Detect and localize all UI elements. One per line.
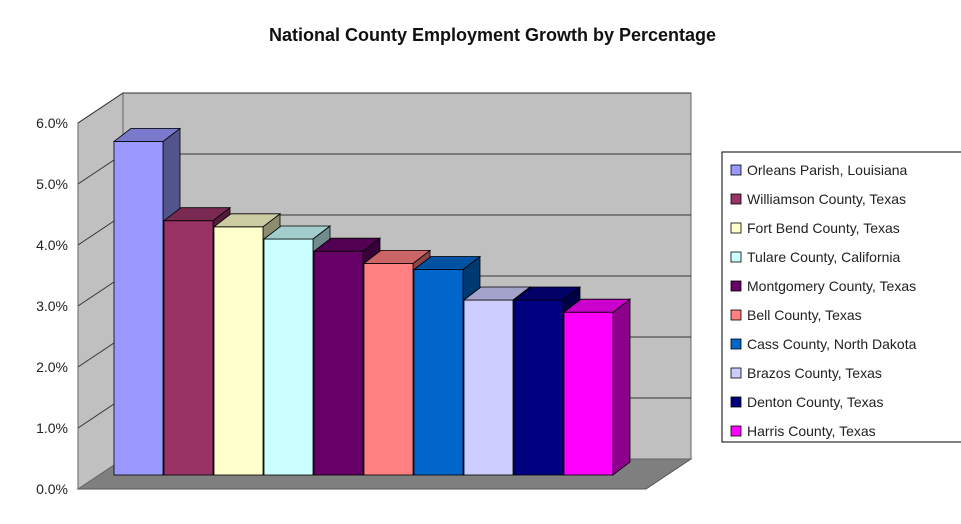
legend-swatch bbox=[730, 338, 742, 350]
legend-item: Williamson County, Texas bbox=[730, 191, 906, 207]
bar-front bbox=[563, 311, 614, 476]
bar-front bbox=[463, 299, 514, 476]
bar-top bbox=[212, 213, 282, 228]
legend-label: Denton County, Texas bbox=[747, 394, 883, 410]
legend-swatch bbox=[730, 222, 742, 234]
gridline-side bbox=[77, 92, 124, 124]
bar-top bbox=[512, 286, 582, 301]
legend-swatch bbox=[730, 193, 742, 205]
legend-label: Cass County, North Dakota bbox=[747, 336, 917, 352]
legend-swatch bbox=[730, 367, 742, 379]
legend-item: Montgomery County, Texas bbox=[730, 278, 916, 294]
legend-label: Montgomery County, Texas bbox=[747, 278, 916, 294]
y-tick-label: 2.0% bbox=[36, 359, 68, 375]
y-tick-label: 3.0% bbox=[36, 298, 68, 314]
legend-swatch bbox=[730, 396, 742, 408]
y-tick-label: 4.0% bbox=[36, 237, 68, 253]
legend-label: Williamson County, Texas bbox=[747, 191, 906, 207]
y-tick-label: 0.0% bbox=[36, 481, 68, 497]
bar-side bbox=[612, 298, 631, 476]
bar-front bbox=[263, 238, 314, 476]
legend-box bbox=[721, 151, 961, 443]
bar-front bbox=[113, 140, 164, 476]
legend-label: Orleans Parish, Louisiana bbox=[747, 162, 908, 178]
bar-front bbox=[513, 299, 564, 476]
legend-swatch bbox=[730, 425, 742, 437]
legend: Orleans Parish, Louisiana Williamson Coun… bbox=[721, 151, 961, 443]
bar-top bbox=[162, 207, 232, 222]
legend-swatch bbox=[730, 309, 742, 321]
bar bbox=[212, 212, 282, 476]
bar-front bbox=[313, 250, 364, 476]
legend-label: Harris County, Texas bbox=[747, 423, 876, 439]
legend-item: Harris County, Texas bbox=[730, 423, 876, 439]
bar-top bbox=[362, 249, 432, 264]
y-tick-label: 5.0% bbox=[36, 176, 68, 192]
bar-front bbox=[163, 220, 214, 476]
legend-item: Bell County, Texas bbox=[730, 307, 862, 323]
legend-item: Cass County, North Dakota bbox=[730, 336, 917, 352]
legend-item: Fort Bend County, Texas bbox=[730, 220, 900, 236]
legend-label: Brazos County, Texas bbox=[747, 365, 882, 381]
y-tick-label: 1.0% bbox=[36, 420, 68, 436]
bar-front bbox=[363, 262, 414, 476]
legend-item: Tulare County, California bbox=[730, 249, 901, 265]
bar-front bbox=[413, 269, 464, 476]
legend-swatch bbox=[730, 251, 742, 263]
legend-item: Denton County, Texas bbox=[730, 394, 883, 410]
bar-top bbox=[112, 127, 182, 142]
chart-title: National County Employment Growth by Per… bbox=[268, 25, 717, 45]
legend-item: Brazos County, Texas bbox=[730, 365, 882, 381]
bar-top bbox=[262, 225, 332, 240]
legend-swatch bbox=[730, 164, 742, 176]
bar bbox=[562, 298, 632, 476]
legend-item: Orleans Parish, Louisiana bbox=[730, 162, 908, 178]
bar-front bbox=[213, 226, 264, 476]
bar-top bbox=[312, 237, 382, 252]
legend-label: Bell County, Texas bbox=[747, 307, 862, 323]
bar-top bbox=[562, 298, 632, 313]
y-tick-label: 6.0% bbox=[36, 115, 68, 131]
bar-top bbox=[412, 256, 482, 270]
legend-swatch bbox=[730, 280, 742, 292]
legend-label: Tulare County, California bbox=[747, 249, 901, 265]
legend-label: Fort Bend County, Texas bbox=[747, 220, 900, 236]
bar-top bbox=[462, 286, 532, 301]
